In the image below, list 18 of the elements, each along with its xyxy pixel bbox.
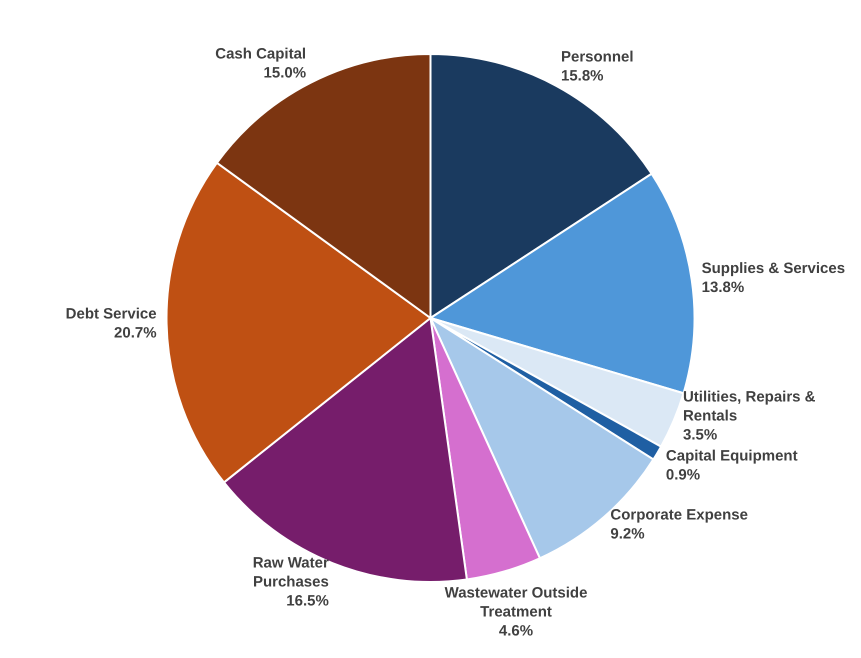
slice-label: Debt Service <box>66 306 157 323</box>
slice-label: Wastewater Outside Treatment <box>444 584 588 620</box>
slice-label: Utilities, Repairs & Rentals <box>682 388 816 425</box>
slice-label: Capital Equipment <box>666 448 798 465</box>
data-label: 3.5% <box>682 426 718 444</box>
data-label: 4.6% <box>498 622 534 640</box>
data-label: 13.8% <box>702 279 744 296</box>
data-label: 9.2% <box>610 525 645 542</box>
data-label: 0.9% <box>666 466 700 484</box>
data-label: 15.0% <box>264 64 306 82</box>
slice-label: Personnel <box>560 48 634 66</box>
data-label: 15.8% <box>560 68 604 85</box>
slice-label: Supplies & Services <box>702 260 846 278</box>
slice-label: Raw Water Purchases <box>252 554 329 591</box>
data-label: 20.7% <box>114 324 157 342</box>
slice-label: Corporate Expense <box>610 506 748 524</box>
data-label: 16.5% <box>286 592 329 610</box>
slice-label: Cash Capital <box>215 46 306 63</box>
